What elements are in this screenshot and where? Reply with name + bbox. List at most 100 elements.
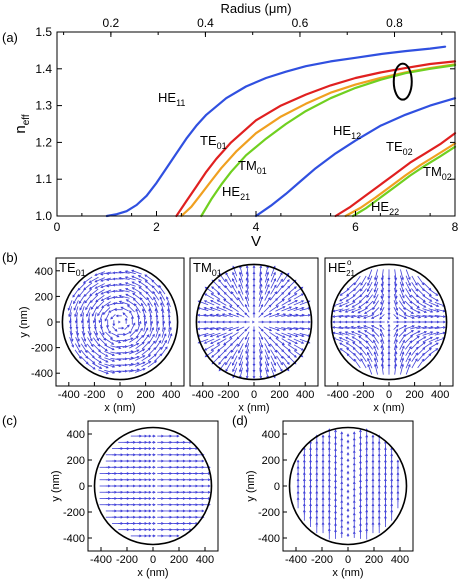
field-arrowhead — [152, 478, 156, 482]
field-arrowhead — [122, 312, 126, 316]
field-arrowhead — [340, 512, 344, 516]
field-arrow — [366, 288, 373, 298]
field-arrow — [416, 301, 426, 308]
field-arrow — [270, 361, 276, 372]
series-label-tm01: TM01 — [238, 158, 267, 176]
field-arrow — [299, 333, 311, 337]
field-arrowhead — [395, 328, 399, 332]
field-arrowhead — [216, 341, 220, 345]
field-arrowhead — [407, 363, 411, 367]
field-arrow — [135, 335, 144, 344]
field-arrowhead — [344, 310, 348, 313]
field-arrowhead — [94, 286, 98, 289]
field-arrowhead — [380, 277, 384, 281]
field-arrowhead — [266, 363, 270, 367]
field-arrow — [161, 308, 164, 320]
series-label-main: TM — [423, 164, 442, 179]
field-arrow — [365, 300, 374, 309]
field-arrow — [101, 289, 112, 295]
field-arrow — [405, 358, 411, 369]
field-arrow — [374, 281, 379, 292]
field-arrowhead — [152, 340, 156, 344]
field-arrow — [281, 327, 292, 330]
field-arrowhead — [207, 478, 211, 482]
field-arrowhead — [379, 312, 383, 316]
field-arrowhead — [279, 368, 283, 372]
top-axis-label: Radius (μm) — [220, 1, 291, 16]
field-arrow — [122, 363, 134, 366]
field-arrowhead — [110, 316, 114, 320]
field-arrow — [416, 326, 427, 330]
y-tick-label: 1.2 — [35, 135, 52, 149]
field-arrowhead — [401, 345, 405, 349]
field-arrow — [246, 278, 249, 289]
x-tick-label: -400 — [192, 389, 214, 401]
field-arrow — [258, 331, 263, 340]
field-arrowhead — [404, 316, 408, 319]
top-tick-label: 0.6 — [292, 16, 309, 30]
field-arrowhead — [238, 271, 242, 275]
field-arrowhead — [288, 334, 292, 338]
field-arrow — [232, 272, 238, 283]
field-arrowhead — [352, 493, 356, 497]
field-arrow — [232, 361, 238, 372]
field-arrow — [89, 282, 99, 290]
field-arrow — [77, 282, 86, 291]
field-arrow — [293, 314, 304, 317]
x-tick-label: 400 — [391, 554, 409, 566]
field-arrow — [153, 297, 159, 307]
field-arrow — [110, 338, 121, 344]
field-arrowhead — [157, 333, 161, 337]
field-arrowhead — [112, 302, 116, 305]
field-arrowhead — [203, 327, 207, 331]
field-arrow — [218, 279, 226, 289]
field-arrow — [339, 308, 350, 313]
field-arrow — [104, 357, 115, 362]
quiver-title: TM01 — [193, 260, 222, 278]
field-arrowhead — [138, 280, 141, 284]
field-arrowhead — [340, 474, 344, 478]
field-arrowhead — [307, 327, 311, 331]
field-arrowhead — [339, 293, 343, 296]
field-arrow — [211, 350, 221, 358]
field-arrow — [351, 326, 362, 330]
x-tick-label: -400 — [327, 389, 349, 401]
field-arrowhead — [422, 341, 426, 345]
field-arrowhead — [408, 357, 411, 361]
field-arrowhead — [259, 375, 263, 379]
field-arrow — [136, 321, 142, 332]
field-arrow — [400, 269, 404, 280]
field-arrowhead — [266, 277, 270, 281]
field-arrowhead — [148, 484, 152, 488]
field-arrow — [281, 299, 291, 306]
field-arrowhead — [228, 312, 232, 316]
field-arrowhead — [346, 483, 350, 487]
field-arrow — [160, 302, 165, 314]
field-arrowhead — [136, 362, 140, 365]
field-arrow — [416, 308, 427, 313]
field-arrow — [69, 312, 72, 323]
field-arrowhead — [106, 325, 110, 329]
field-arrowhead — [429, 299, 433, 302]
field-arrowhead — [422, 288, 425, 292]
field-arrow — [231, 285, 238, 295]
field-arrowhead — [210, 293, 214, 296]
field-arrow — [128, 369, 140, 373]
field-arrowhead — [210, 348, 214, 351]
field-arrowhead — [282, 306, 286, 309]
field-arrow — [276, 279, 283, 289]
field-arrow — [223, 299, 233, 306]
field-arrowhead — [217, 355, 221, 359]
field-arrow — [155, 321, 159, 332]
field-arrowhead — [166, 302, 170, 306]
field-arrowhead — [108, 330, 111, 334]
field-arrowhead — [346, 347, 349, 351]
field-arrow — [359, 288, 367, 297]
field-arrowhead — [91, 313, 95, 317]
field-arrow — [122, 350, 134, 354]
field-arrowhead — [345, 342, 349, 345]
field-arrowhead — [350, 315, 354, 319]
series-label-main: HE — [222, 184, 240, 199]
field-arrowhead — [111, 342, 115, 345]
field-arrowhead — [237, 297, 240, 300]
